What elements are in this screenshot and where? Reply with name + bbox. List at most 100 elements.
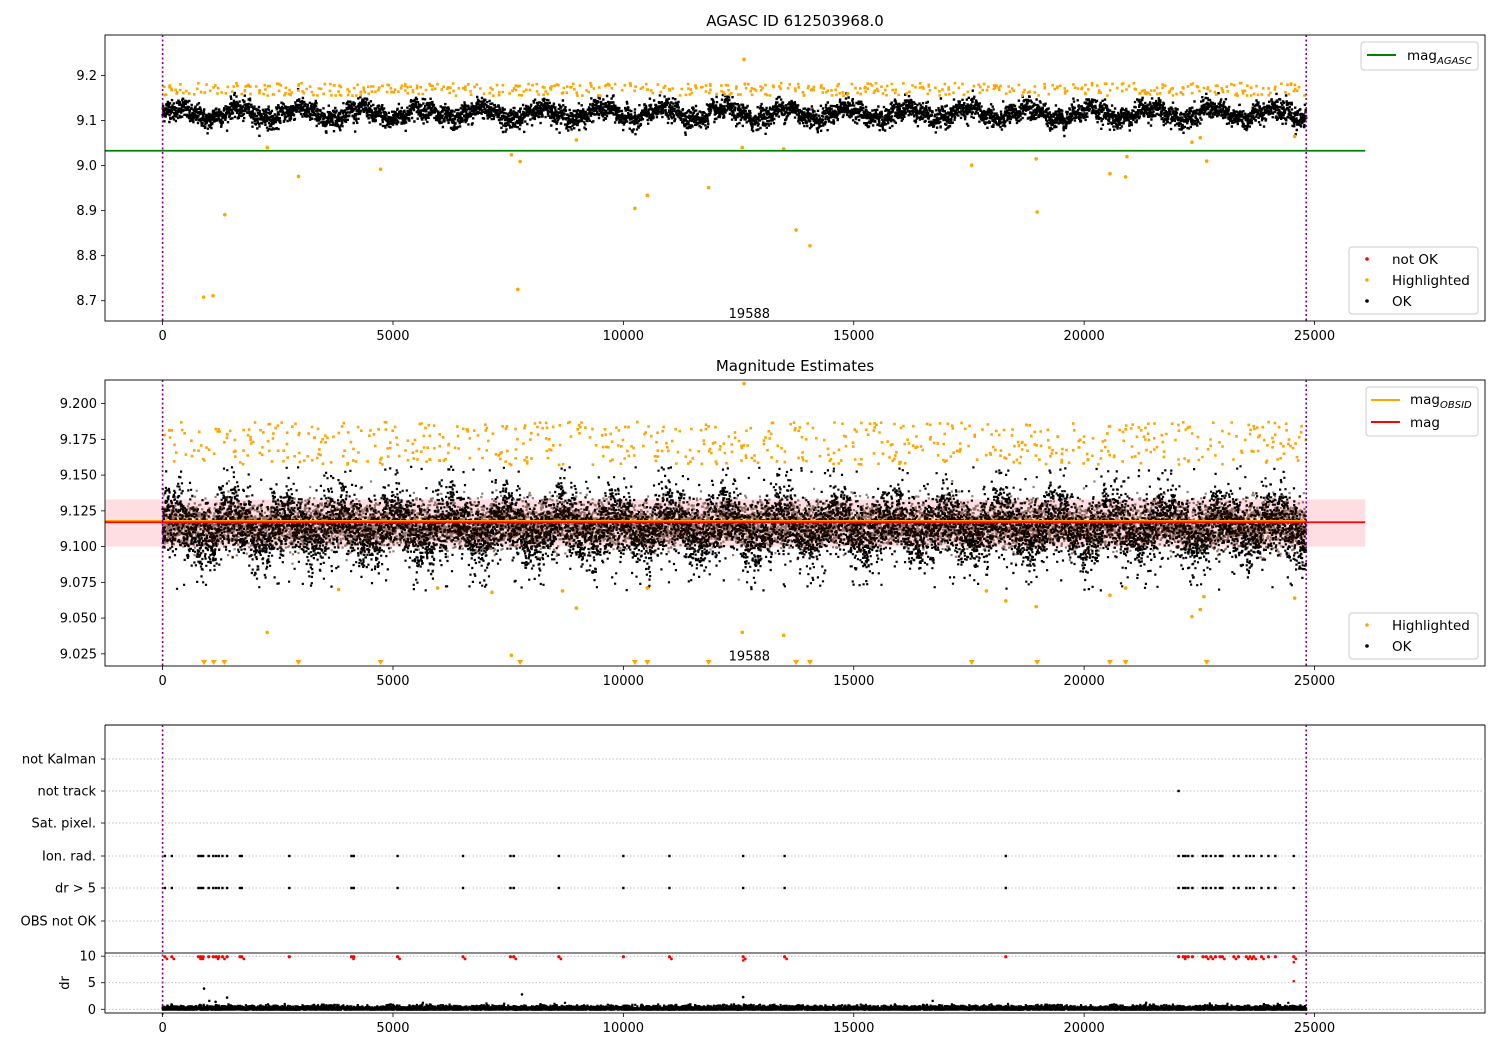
flag-point: [221, 854, 224, 858]
highlighted-point: [1198, 135, 1203, 140]
dr-red-point: [557, 955, 561, 959]
dr-red-point: [1209, 955, 1213, 959]
flag-point: [1184, 886, 1187, 890]
y-tick-label: 9.100: [60, 540, 97, 555]
dr-red-point: [214, 955, 218, 959]
dr-red-point: [352, 955, 356, 959]
flag-point: [622, 886, 625, 890]
panel1-points: [161, 57, 1308, 299]
offscale-marker: [517, 660, 524, 665]
flag-point: [288, 854, 291, 858]
flag-point: [217, 854, 221, 858]
highlighted-point: [645, 586, 650, 590]
flag-point: [163, 854, 167, 858]
y-tick-label: 8.8: [76, 249, 97, 264]
dr-red-point: [621, 955, 625, 959]
x-tick-label: 15000: [833, 329, 874, 344]
dr-red-point: [165, 957, 169, 961]
panel-agasc: AGASC ID 612503968.0 0 5000 10000 15000 2000…: [76, 12, 1486, 344]
highlighted-point: [336, 587, 341, 592]
x-tick-label: 5000: [376, 1021, 409, 1036]
flag-point: [1214, 886, 1217, 890]
highlighted-point: [740, 630, 745, 635]
dr-red-point: [1254, 957, 1258, 961]
flag-point: [170, 886, 174, 890]
y-tick-label: 9.025: [60, 647, 97, 662]
offscale-marker: [793, 660, 800, 665]
flag-point: [207, 886, 210, 890]
flag-point: [240, 886, 244, 890]
panel2-legend-lines: magOBSID mag: [1365, 386, 1479, 437]
offscale-marker: [631, 660, 638, 665]
flag-point: [288, 886, 291, 890]
flag-point: [1267, 854, 1270, 858]
offscale-marker: [377, 660, 384, 665]
dr-red-point: [1236, 955, 1241, 959]
x-tick-label: 20000: [1063, 1021, 1104, 1036]
flag-point: [1245, 886, 1248, 890]
flag-point: [240, 854, 244, 858]
dr-red-point: [1183, 955, 1188, 959]
dr-red-point: [1244, 955, 1248, 959]
dr-red-point: [1186, 955, 1190, 959]
y-tick-label: 9.0: [76, 159, 97, 174]
offscale-marker: [968, 660, 975, 665]
dr-red-point: [670, 957, 673, 961]
panel-magnitude-estimates: Magnitude Estimates 0 5000 10000 15000 20000…: [60, 357, 1486, 689]
y-tick-label: 9.175: [60, 433, 97, 448]
highlighted-fringe-points: [162, 81, 1306, 97]
category-label: dr > 5: [55, 882, 96, 897]
flag-point: [1248, 854, 1252, 858]
highlighted-point: [1123, 175, 1128, 179]
dr-red-point: [163, 955, 167, 959]
y-tick-label: 9.125: [60, 504, 97, 519]
highlighted-point: [1204, 159, 1209, 163]
highlighted-point: [518, 159, 522, 164]
panel1-legend-points: not OK Highlighted OK: [1348, 246, 1479, 315]
dr-red-point: [514, 957, 518, 961]
x-tick-label: 0: [158, 329, 166, 344]
highlighted-point: [1123, 586, 1128, 590]
dr-outlier-point: [214, 1000, 217, 1004]
panel2-title: Magnitude Estimates: [716, 357, 874, 375]
dr-red-point: [1259, 955, 1264, 959]
legend-label-highlighted-2: Highlighted: [1392, 618, 1470, 634]
category-label: not Kalman: [22, 753, 96, 768]
category-label: not track: [37, 785, 96, 800]
highlighted-point: [645, 193, 650, 198]
offscale-marker: [201, 660, 208, 665]
dr-red-point: [223, 957, 226, 961]
dr-red-point: [461, 955, 465, 959]
panel-flags: not Kalman not track Sat. pixel. Ion. rad. d…: [21, 724, 1486, 1017]
panel1-annotation: 19588: [729, 307, 770, 322]
x-tick-label: 15000: [833, 1021, 874, 1036]
panel2-annotation: 19588: [729, 650, 770, 665]
flag-point: [1237, 854, 1240, 858]
highlighted-point: [201, 295, 206, 299]
dr-red-point: [207, 955, 211, 959]
flag-point: [1209, 886, 1213, 890]
dr-axis-label: dr: [58, 976, 73, 990]
highlighted-point: [1198, 607, 1203, 612]
dr-red-point: [242, 957, 246, 961]
dr-red-point: [508, 955, 513, 959]
category-label: OBS not OK: [21, 915, 97, 930]
flag-point: [1267, 886, 1270, 890]
legend-marker-highlighted-2: [1365, 623, 1369, 627]
panel-dr: 0 5 10 0 5000 10000 15000 20000 25000 dr: [58, 950, 1486, 1036]
x-tick-label: 15000: [833, 674, 874, 689]
highlighted-point: [296, 174, 301, 179]
flag-point: [1274, 854, 1277, 858]
dr-red-point: [220, 955, 225, 959]
flag-point: [396, 886, 399, 890]
flag-point: [557, 886, 561, 890]
legend-label-mag-obsid: magOBSID: [1410, 392, 1472, 411]
dense-core-points: [161, 480, 1308, 581]
flag-point: [509, 886, 512, 890]
highlighted-point: [435, 586, 440, 590]
flag-point: [217, 886, 221, 890]
panel2-legend-points: Highlighted OK: [1348, 612, 1479, 660]
flag-point: [201, 886, 205, 890]
panel2-points: [161, 381, 1308, 665]
x-tick-label: 5000: [376, 329, 409, 344]
